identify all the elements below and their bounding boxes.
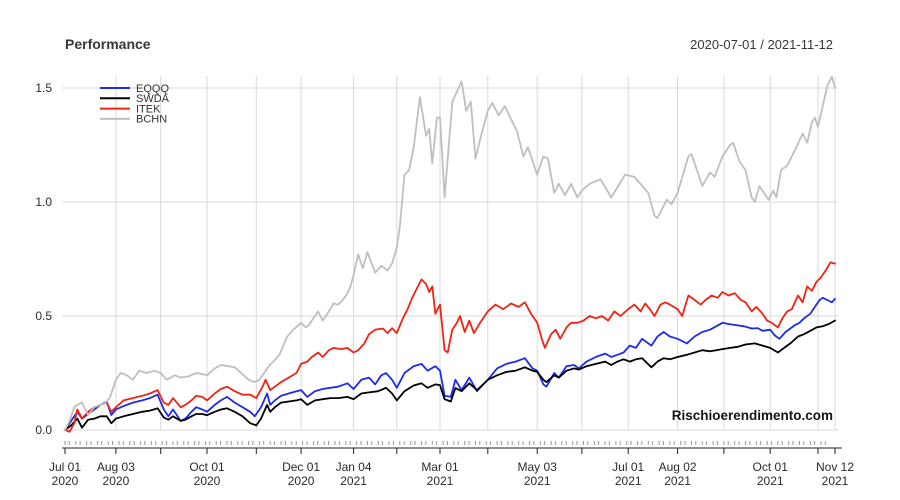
x-tick-label: Jan 04 2021 xyxy=(336,460,372,488)
legend-label-itek: ITEK xyxy=(136,103,161,115)
x-tick-label: May 03 2021 xyxy=(518,460,558,488)
x-tick-label: Aug 03 2020 xyxy=(97,460,135,488)
y-tick-label: 0.0 xyxy=(35,423,52,437)
chart-title: Performance xyxy=(65,36,151,52)
x-tick-label: Oct 01 2021 xyxy=(753,460,789,488)
x-tick-label: Mar 01 2021 xyxy=(421,460,459,488)
legend-label-bchn: BCHN xyxy=(136,114,167,126)
x-tick-label: Dec 01 2020 xyxy=(282,460,320,488)
series-line-bchn xyxy=(64,75,836,431)
date-range: 2020-07-01 / 2021-11-12 xyxy=(690,37,833,52)
x-tick-label: Oct 01 2020 xyxy=(189,460,225,488)
legend-label-swda: SWDA xyxy=(136,93,170,105)
x-tick-label: Nov 12 2021 xyxy=(816,460,854,488)
y-tick-label: 1.0 xyxy=(35,195,52,209)
x-tick-label: Jul 01 2020 xyxy=(49,460,81,488)
x-tick-label: Jul 01 2021 xyxy=(612,460,644,488)
legend-label-eqqq: EQQQ xyxy=(136,83,169,95)
y-tick-label: 0.5 xyxy=(35,309,52,323)
x-tick-label: Aug 02 2021 xyxy=(659,460,697,488)
y-tick-label: 1.5 xyxy=(35,81,52,95)
series-line-swda xyxy=(64,319,836,431)
series-line-itek xyxy=(64,261,836,433)
watermark: Rischioerendimento.com xyxy=(671,408,833,423)
series-line-eqqq xyxy=(64,296,836,431)
